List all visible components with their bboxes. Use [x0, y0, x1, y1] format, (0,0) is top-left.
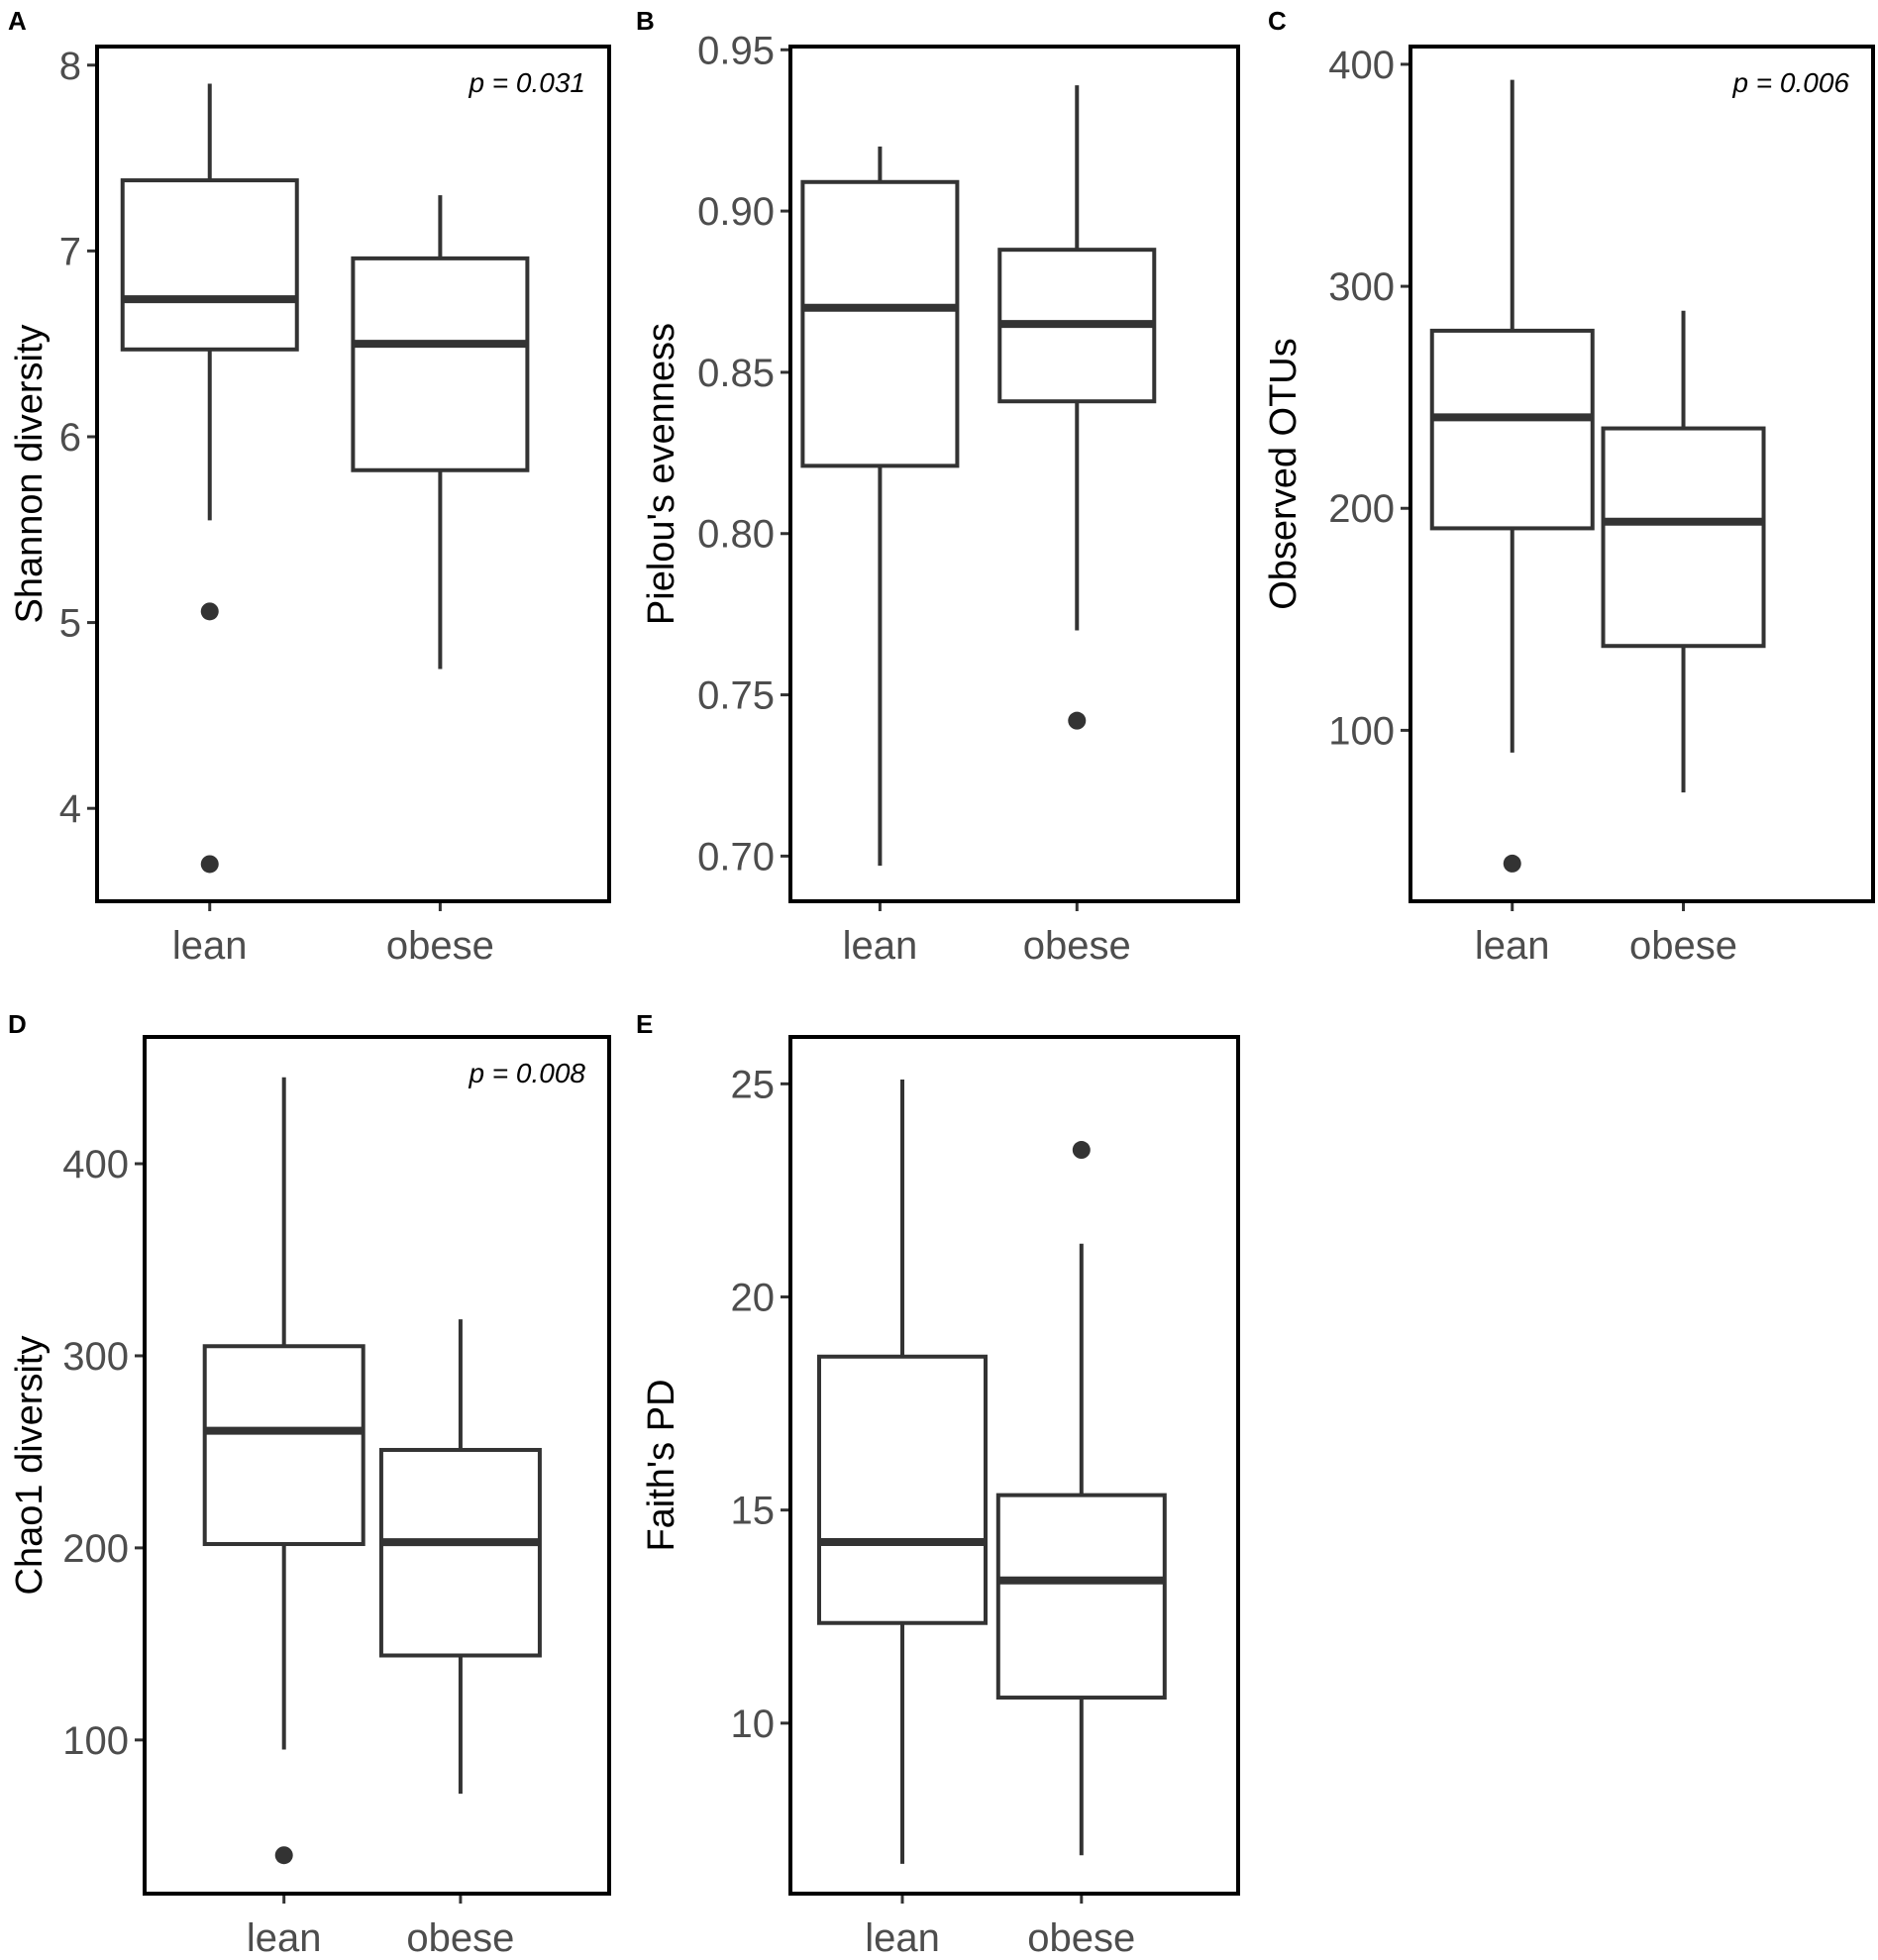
iqr-box: [1601, 426, 1766, 649]
x-tick-label: lean: [843, 924, 918, 968]
outlier-point: [1503, 854, 1521, 873]
box-obese: [995, 1141, 1167, 1856]
x-tick-label: obese: [1023, 924, 1131, 968]
y-tick-label: 0.70: [697, 835, 775, 878]
y-tick-label: 7: [59, 230, 81, 273]
y-tick-label: 4: [59, 787, 81, 831]
panel-letter: C: [1268, 6, 1287, 36]
outlier-point: [1072, 1141, 1091, 1160]
outlier-point: [200, 602, 219, 621]
outlier-point: [200, 855, 219, 874]
y-tick-label: 25: [731, 1063, 776, 1106]
y-tick-label: 200: [1328, 487, 1395, 531]
panel-letter: B: [636, 6, 655, 36]
x-tick-label: obese: [386, 924, 494, 968]
box-lean: [817, 1080, 988, 1864]
y-tick-label: 0.75: [697, 674, 775, 718]
y-axis-title: Chao1 diversity: [9, 1336, 51, 1596]
box-lean: [800, 146, 960, 867]
plot-frame: [1408, 45, 1875, 903]
x-tick-label: lean: [1475, 924, 1550, 968]
plot-frame: [788, 45, 1240, 903]
y-tick-label: 300: [1328, 265, 1395, 309]
y-tick-label: 10: [731, 1702, 776, 1746]
iqr-box: [378, 1447, 542, 1658]
panel-b: B 0.70 0.75 0.80 0.85 0.90 0.95 Pielou's evenne…: [636, 6, 1240, 968]
plot-frame: [143, 1035, 611, 1896]
outlier-point: [1068, 711, 1087, 730]
panel-e: E 10 15 20 25 Faith's PD lean obese: [636, 1009, 1240, 1960]
panel-letter: E: [636, 1009, 653, 1039]
x-tick-label: obese: [406, 1916, 514, 1960]
box-obese: [351, 195, 530, 670]
x-tick-label: lean: [172, 924, 248, 968]
box-obese: [1601, 310, 1766, 793]
x-tick-label: lean: [865, 1916, 940, 1960]
panel-c: C 100 200 300 400 Observed OTUs lean obese p = 0…: [1263, 6, 1875, 968]
iqr-box: [351, 256, 530, 472]
panel-d: D 100 200 300 400 Chao1 diversity lean obese p =…: [8, 1009, 611, 1960]
iqr-box: [1429, 328, 1595, 531]
box-lean: [202, 1077, 365, 1865]
outlier-point: [274, 1846, 293, 1865]
iqr-box: [120, 178, 299, 352]
panel-a: A 4 5 6 7 8 Shannon diversity lean obese p = 0.03…: [8, 6, 611, 968]
box-lean: [120, 83, 299, 874]
box-obese: [378, 1319, 542, 1795]
y-axis-title: Shannon diversity: [9, 324, 51, 623]
plot-frame: [95, 45, 611, 903]
y-tick-label: 5: [59, 602, 81, 646]
y-tick-label: 100: [62, 1719, 129, 1763]
iqr-box: [995, 1493, 1167, 1701]
y-tick-label: 300: [62, 1335, 129, 1379]
x-tick-label: obese: [1027, 1916, 1135, 1960]
y-tick-label: 200: [62, 1527, 129, 1571]
y-tick-label: 0.80: [697, 513, 775, 557]
x-tick-label: obese: [1629, 924, 1737, 968]
panel-letter: D: [8, 1009, 27, 1039]
y-tick-label: 20: [731, 1277, 776, 1320]
y-tick-label: 15: [731, 1490, 776, 1533]
y-axis-title: Pielou's evenness: [641, 323, 682, 625]
y-tick-label: 100: [1328, 709, 1395, 753]
iqr-box: [817, 1354, 988, 1625]
y-tick-label: 400: [1328, 44, 1395, 87]
y-tick-label: 0.90: [697, 190, 775, 234]
iqr-box: [202, 1344, 365, 1547]
panel-letter: A: [8, 6, 27, 36]
box-obese: [997, 85, 1157, 730]
p-value-annotation: p = 0.006: [1731, 67, 1849, 98]
iqr-box: [800, 179, 960, 468]
y-tick-label: 6: [59, 416, 81, 460]
y-tick-label: 400: [62, 1143, 129, 1186]
p-value-annotation: p = 0.008: [468, 1058, 585, 1088]
y-tick-label: 0.95: [697, 29, 775, 72]
plot-frame: [788, 1035, 1240, 1896]
y-axis-title: Observed OTUs: [1263, 338, 1304, 610]
y-tick-label: 8: [59, 45, 81, 88]
y-tick-label: 0.85: [697, 352, 775, 395]
p-value-annotation: p = 0.031: [468, 67, 585, 98]
y-axis-title: Faith's PD: [641, 1379, 682, 1551]
box-lean: [1429, 79, 1595, 873]
x-tick-label: lean: [247, 1916, 322, 1960]
